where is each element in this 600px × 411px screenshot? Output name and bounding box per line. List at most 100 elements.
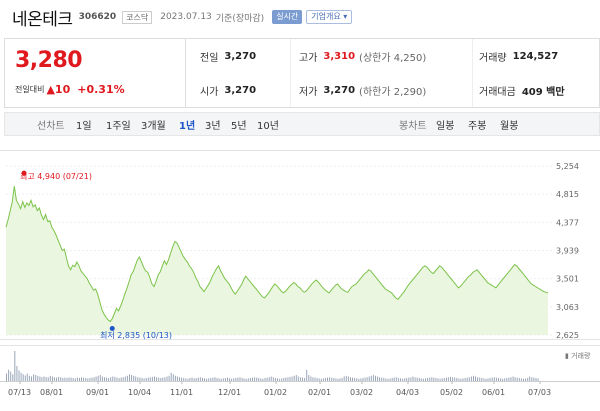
stat-value: 124,527 (512, 50, 559, 62)
tab-monthly-candle[interactable]: 월봉 (500, 120, 519, 132)
volume-bar (43, 376, 45, 381)
volume-bar (410, 377, 412, 382)
volume-bar (420, 378, 422, 381)
tab-weekly-candle[interactable]: 주봉 (468, 120, 487, 132)
company-overview-label: 기업개요 (311, 12, 341, 21)
stat-value: 3,310 (323, 50, 356, 62)
volume-bar (366, 377, 368, 382)
volume-bar (122, 377, 124, 382)
volume-bar (206, 378, 208, 382)
volume-bar (270, 376, 272, 381)
volume-bar (400, 378, 401, 381)
volume-bar (302, 377, 303, 381)
volume-bar (529, 376, 531, 381)
current-price-panel: 3,280 전일대비 ▲ 10 +0.31% (5, 39, 186, 107)
volume-bar (412, 376, 414, 381)
tab-3y[interactable]: 3년 (205, 120, 221, 132)
volume-bar (439, 378, 441, 382)
min-price-label: 최저 2,835 (10/13) (100, 330, 172, 340)
tab-10y[interactable]: 10년 (257, 120, 279, 132)
volume-bar (162, 377, 164, 381)
volume-bar (402, 378, 404, 382)
volume-bar (168, 375, 170, 382)
volume-bar (145, 378, 147, 381)
stock-header: 네온테크 306620 코스닥 2023.07.13 기준(장마감) 실시간 기… (0, 0, 600, 34)
volume-bar (464, 378, 466, 381)
y-tick-label: 4,815 (556, 190, 579, 199)
volume-bar (76, 377, 78, 381)
volume-bar (41, 377, 43, 382)
volume-bar (406, 378, 408, 381)
volume-bar (293, 375, 295, 382)
price-chart[interactable]: 5,254 4,815 4,377 3,939 3,501 3,063 2,625 ▮ 거래… (0, 150, 600, 411)
x-tick-label: 01/02 (264, 388, 287, 397)
volume-bar (308, 375, 310, 381)
volume-bar (385, 378, 387, 381)
tab-1w[interactable]: 1주일 (106, 120, 131, 132)
volume-bar (299, 377, 301, 382)
volume-bar (181, 377, 183, 381)
tab-5y[interactable]: 5년 (231, 120, 247, 132)
volume-bar (56, 377, 57, 381)
volume-bar (68, 377, 70, 382)
tab-1y[interactable]: 1년 (179, 120, 196, 132)
realtime-button[interactable]: 실시간 (272, 10, 303, 24)
volume-bar (160, 378, 162, 381)
volume-bar (335, 378, 337, 381)
tab-daily-candle[interactable]: 일봉 (436, 120, 455, 132)
x-tick-label: 03/02 (350, 388, 373, 397)
volume-bar (493, 377, 495, 382)
volume-bar (381, 377, 383, 381)
volume-bar (49, 375, 51, 382)
volume-bar (260, 378, 262, 381)
volume-bar (312, 377, 314, 382)
volume-bar (237, 377, 239, 381)
volume-bar (447, 377, 449, 382)
volume-bar (475, 376, 476, 381)
divider (290, 39, 291, 107)
volume-bar (525, 378, 527, 381)
volume-bar (137, 377, 139, 382)
volume-bar (95, 376, 97, 381)
y-tick-label: 2,625 (556, 331, 579, 340)
volume-bar (37, 375, 39, 382)
volume-bar (495, 377, 497, 381)
tab-3m[interactable]: 3개월 (141, 120, 166, 132)
volume-bar (214, 377, 216, 382)
volume-bar (337, 378, 339, 382)
volume-bar (504, 378, 506, 381)
volume-bar (8, 369, 10, 382)
volume-bar (470, 376, 472, 381)
volume-bar (183, 378, 185, 381)
volume-bar (229, 378, 231, 381)
volume-bar (508, 377, 510, 381)
x-tick-label: 05/02 (440, 388, 463, 397)
tab-1d[interactable]: 1일 (76, 120, 92, 132)
volume-bar (79, 378, 80, 381)
volume-bar (179, 377, 180, 382)
volume-bar (331, 377, 333, 381)
upper-limit: (상한가 4,250) (359, 52, 427, 64)
volume-bar (520, 378, 522, 381)
volume-bar (427, 378, 429, 381)
volume-bar (527, 378, 529, 381)
volume-bar (485, 378, 487, 382)
quote-basis: 기준(장마감) (215, 13, 265, 24)
volume-bar (58, 376, 60, 381)
volume-bar (370, 375, 372, 382)
volume-bar (414, 377, 416, 382)
volume-bar (220, 378, 222, 382)
volume-bar (318, 378, 320, 381)
volume-bar (31, 376, 32, 381)
volume-bar (151, 376, 153, 381)
volume-bar (443, 378, 445, 381)
stat-label: 저가 (299, 86, 318, 98)
volume-bar (10, 371, 12, 381)
volume-bar (14, 351, 16, 381)
volume-label: ▮ 거래량 (565, 351, 591, 360)
volume-bar (285, 377, 287, 381)
market-badge: 코스닥 (122, 10, 153, 24)
volume-bar (306, 369, 308, 382)
company-overview-button[interactable]: 기업개요 ▾ (306, 10, 353, 24)
volume-bar (452, 377, 454, 382)
